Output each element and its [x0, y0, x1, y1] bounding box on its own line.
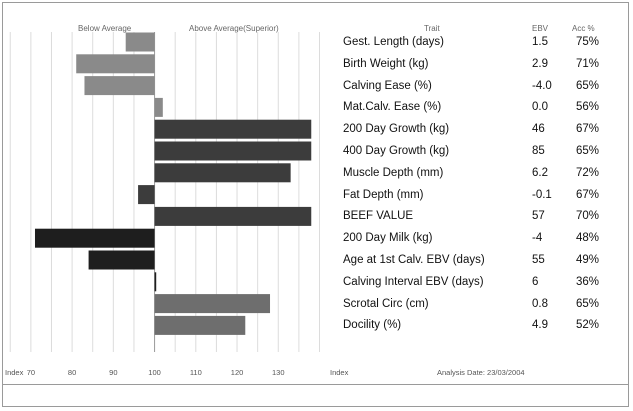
analysis-date: Analysis Date: 23/03/2004 [437, 368, 525, 377]
x-tick-label: 100 [148, 368, 161, 377]
bar-6 [154, 163, 291, 183]
accuracy-value: 48% [576, 232, 600, 245]
ebv-value: -0.1 [532, 188, 552, 201]
trait-label: Calving Ease (%) [343, 79, 432, 92]
accuracy-value: 71% [576, 57, 600, 70]
ebv-value: 2.9 [532, 57, 548, 70]
x-axis-label-right: Index [330, 368, 349, 377]
accuracy-value: 49% [576, 254, 600, 266]
ebv-value: 6 [532, 275, 539, 288]
bar-5 [154, 141, 312, 161]
ebv-value: 6.2 [532, 166, 548, 179]
bar-8 [154, 206, 312, 226]
trait-label: BEEF VALUE [343, 210, 414, 223]
bar-12 [154, 294, 271, 314]
x-tick-label: 70 [26, 368, 36, 377]
header-above-average: Above Average(Superior) [189, 24, 279, 33]
accuracy-value: 70% [576, 210, 600, 223]
bar-4 [154, 119, 312, 139]
trait-label: 200 Day Growth (kg) [343, 123, 450, 136]
bar-11 [154, 272, 157, 292]
accuracy-value: 52% [576, 319, 600, 332]
accuracy-value: 36% [576, 275, 600, 288]
header-ebv: EBV [532, 24, 549, 33]
trait-label: 400 Day Growth (kg) [343, 145, 450, 157]
accuracy-value: 75% [576, 36, 600, 48]
trait-label: Docility (%) [343, 319, 402, 332]
ebv-value: 57 [532, 210, 545, 223]
header-acc: Acc % [572, 24, 595, 33]
accuracy-value: 65% [576, 297, 600, 310]
x-tick-label: 90 [109, 368, 118, 377]
header-below-average: Below Average [78, 24, 132, 33]
ebv-value: 85 [532, 145, 545, 157]
accuracy-value: 72% [576, 166, 600, 179]
trait-label: 200 Day Milk (kg) [343, 232, 433, 245]
trait-label: Mat.Calv. Ease (%) [343, 101, 442, 114]
bar-3 [154, 97, 163, 117]
ebv-value: 1.5 [532, 36, 548, 48]
ebv-value: -4 [532, 232, 543, 245]
trait-label: Age at 1st Calv. EBV (days) [343, 254, 485, 266]
trait-label: Muscle Depth (mm) [343, 166, 444, 179]
footer-left-rule [2, 384, 3, 407]
x-tick-label: 80 [67, 368, 77, 377]
x-tick-label: 110 [189, 368, 202, 377]
bar-7 [138, 185, 155, 205]
x-axis-label-left: Index [5, 368, 24, 377]
trait-label: Gest. Length (days) [343, 36, 444, 48]
trait-label: Birth Weight (kg) [343, 57, 429, 70]
footer-divider [2, 384, 629, 385]
bar-0 [125, 32, 155, 52]
ebv-value: 46 [532, 123, 545, 136]
x-tick-label: 120 [230, 368, 244, 377]
accuracy-value: 56% [576, 101, 600, 114]
ebv-value: 55 [532, 254, 545, 266]
trait-label: Scrotal Circ (cm) [343, 297, 429, 310]
ebv-value: 0.0 [532, 101, 548, 114]
bar-13 [154, 315, 246, 335]
ebv-value: 0.8 [532, 297, 548, 310]
bar-1 [76, 54, 155, 74]
accuracy-value: 65% [576, 145, 600, 157]
bar-9 [34, 228, 155, 248]
x-tick-label: 130 [272, 368, 285, 377]
ebv-value: 4.9 [532, 319, 548, 332]
trait-label: Fat Depth (mm) [343, 188, 424, 201]
trait-label: Calving Interval EBV (days) [343, 275, 484, 288]
accuracy-value: 67% [576, 123, 600, 136]
accuracy-value: 65% [576, 79, 600, 92]
header-trait: Trait [424, 24, 440, 33]
bar-10 [88, 250, 155, 270]
accuracy-value: 67% [576, 188, 600, 201]
bar-2 [84, 76, 155, 96]
ebv-value: -4.0 [532, 79, 552, 92]
